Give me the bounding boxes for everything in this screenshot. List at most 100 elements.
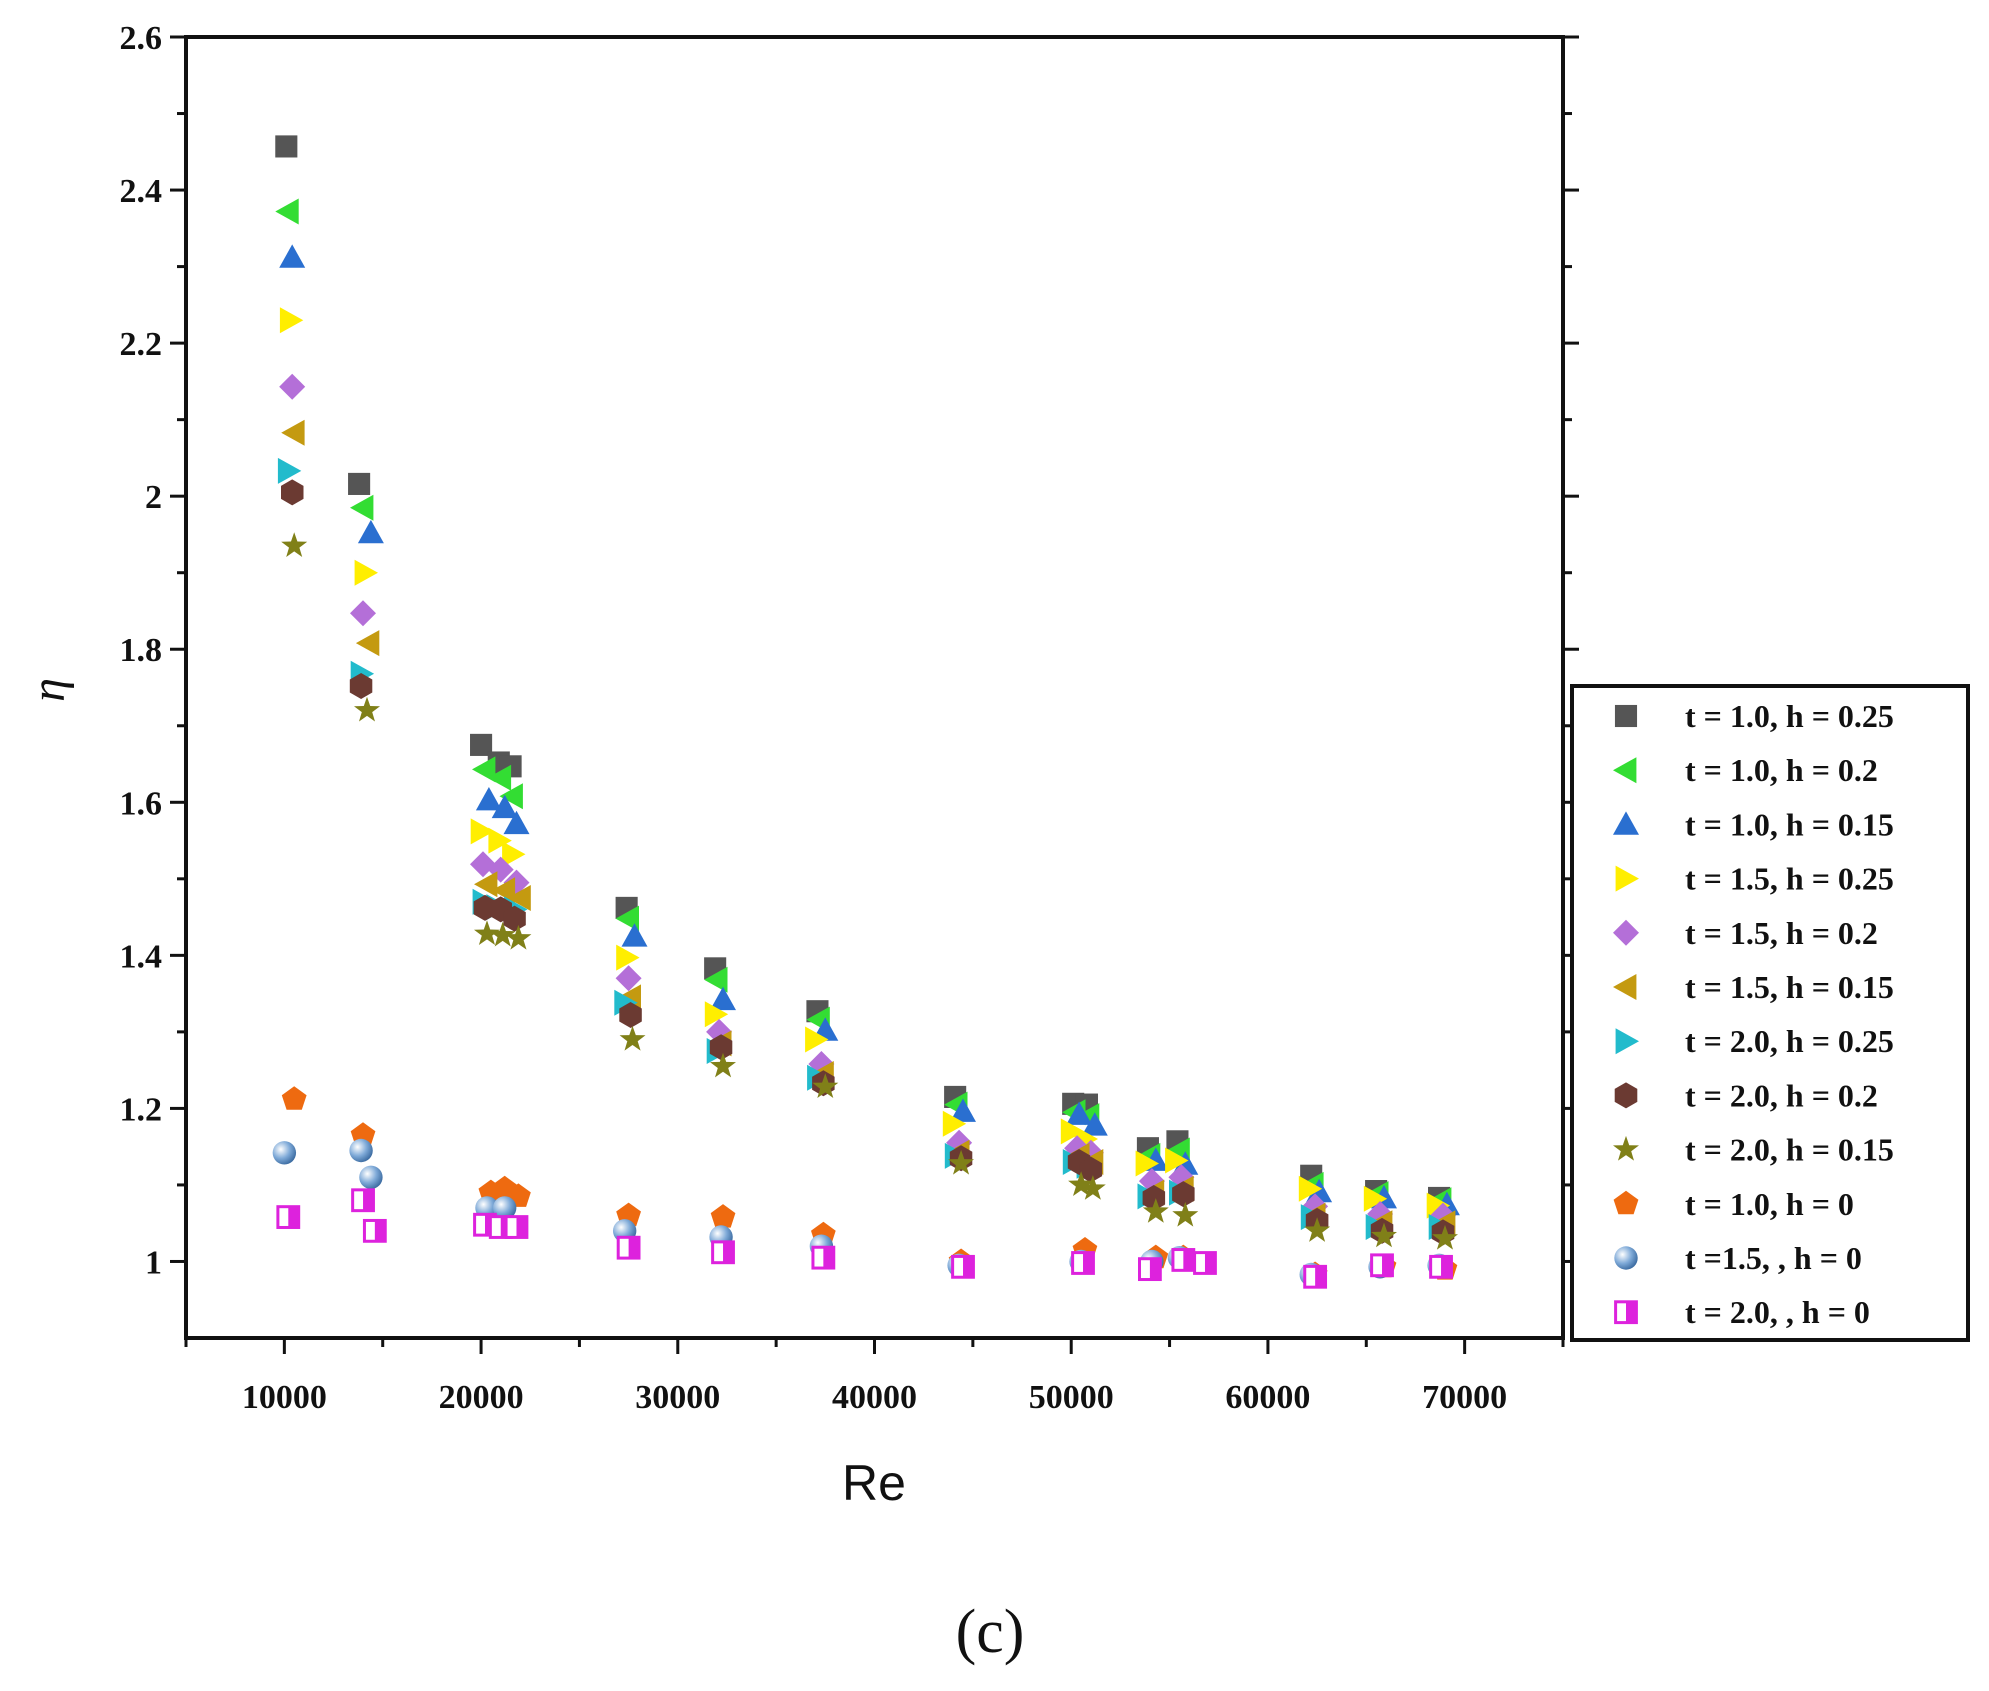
data-point [1363, 1185, 1388, 1212]
legend-label: t = 2.0, h = 0.2 [1685, 1077, 1878, 1113]
data-point [348, 472, 371, 495]
data-point [470, 818, 495, 845]
data-point [1066, 1101, 1093, 1125]
series-7 [277, 457, 1453, 1240]
data-point [615, 905, 639, 932]
x-tick-label: 20000 [439, 1379, 524, 1416]
data-point [276, 1205, 301, 1229]
legend-marker [1614, 1300, 1638, 1325]
data-point [1165, 1147, 1189, 1174]
data-point [492, 1196, 517, 1220]
data-point [350, 600, 376, 627]
data-point [349, 1138, 373, 1163]
legend-item: t = 2.0, h = 0.2 [1614, 1077, 1878, 1113]
series-10 [281, 1086, 1458, 1285]
data-point [1068, 1171, 1094, 1196]
data-point [475, 787, 502, 811]
data-point [948, 1149, 974, 1175]
data-point [621, 923, 648, 947]
data-point [491, 794, 518, 819]
series-8 [281, 479, 1455, 1246]
y-axis-title: η [22, 678, 75, 702]
legend-label: t = 1.0, h = 0.15 [1685, 806, 1894, 842]
y-tick-label: 1.6 [120, 785, 163, 822]
data-point [1071, 1251, 1095, 1275]
data-point [1081, 1112, 1108, 1136]
data-point [1172, 1181, 1195, 1208]
data-point [470, 733, 493, 756]
data-point [279, 244, 306, 268]
legend-item: t = 1.0, h = 0.25 [1614, 698, 1894, 734]
plot-frame [184, 35, 1565, 1340]
data-point [350, 494, 374, 521]
legend-marker [1615, 865, 1639, 892]
data-point [281, 1086, 307, 1110]
data-point [1370, 1253, 1394, 1278]
data-point [704, 966, 728, 993]
data-point [357, 519, 384, 544]
data-point [1171, 1248, 1196, 1272]
data-point [279, 307, 304, 334]
data-point [351, 1188, 375, 1213]
data-point [1193, 1251, 1217, 1275]
data-point [711, 1240, 735, 1265]
legend-label: t = 1.0, h = 0.2 [1685, 752, 1878, 788]
y-tick-label: 1.2 [120, 1091, 163, 1128]
data-point [1371, 1222, 1397, 1248]
data-point [281, 419, 305, 446]
data-point [474, 871, 498, 898]
x-tick-label: 10000 [242, 1379, 327, 1416]
x-axis-title: Re [842, 1455, 906, 1511]
data-point [362, 1218, 387, 1243]
data-point [619, 1025, 646, 1051]
data-point [1304, 1217, 1331, 1242]
data-points [272, 135, 1460, 1289]
series-11 [272, 1138, 1451, 1287]
legend-marker [1613, 919, 1639, 946]
legend-label: t = 2.0, h = 0.25 [1685, 1023, 1894, 1059]
data-point [616, 944, 640, 971]
series-9 [281, 532, 1458, 1250]
series-5 [279, 373, 1456, 1229]
data-point [275, 198, 299, 225]
data-point [503, 810, 530, 835]
data-point [1142, 1185, 1166, 1211]
series-2 [275, 198, 1452, 1214]
legend-marker [1613, 974, 1637, 1000]
data-point [1079, 1175, 1106, 1200]
legend-item: t =1.5, , h = 0 [1614, 1240, 1862, 1276]
legend-item: t = 1.5, h = 0.25 [1615, 861, 1894, 897]
legend-marker [1613, 811, 1639, 835]
legend-marker [1613, 757, 1637, 784]
data-point [710, 1204, 736, 1228]
data-point [279, 373, 306, 400]
data-point [951, 1254, 975, 1279]
legend-label: t = 1.0, h = 0 [1685, 1186, 1854, 1222]
data-point [1060, 1118, 1085, 1145]
data-point [499, 783, 523, 810]
legend: t = 1.0, h = 0.25 t = 1.0, h = 0.2 t = 1.0… [1570, 684, 1970, 1342]
series-12 [276, 1188, 1453, 1289]
legend-label: t = 1.5, h = 0.2 [1685, 915, 1878, 951]
y-tick-label: 1 [145, 1244, 162, 1281]
data-point [1426, 1192, 1451, 1219]
legend-label: t = 2.0, , h = 0 [1685, 1294, 1870, 1330]
data-point [489, 921, 516, 947]
x-tick-label: 30000 [635, 1379, 720, 1416]
data-point [275, 135, 298, 158]
data-point [1142, 1198, 1169, 1223]
data-point [502, 841, 526, 868]
data-point [811, 1245, 836, 1270]
data-point [355, 630, 380, 657]
data-point [354, 559, 378, 586]
legend-marker [1615, 1028, 1639, 1055]
legend-marker [1613, 1190, 1639, 1215]
data-point [359, 1165, 383, 1189]
data-point [474, 920, 500, 945]
series-3 [279, 244, 1460, 1216]
data-point [488, 827, 512, 854]
data-point [1135, 1150, 1159, 1177]
data-point [487, 764, 512, 791]
data-point [349, 673, 373, 699]
